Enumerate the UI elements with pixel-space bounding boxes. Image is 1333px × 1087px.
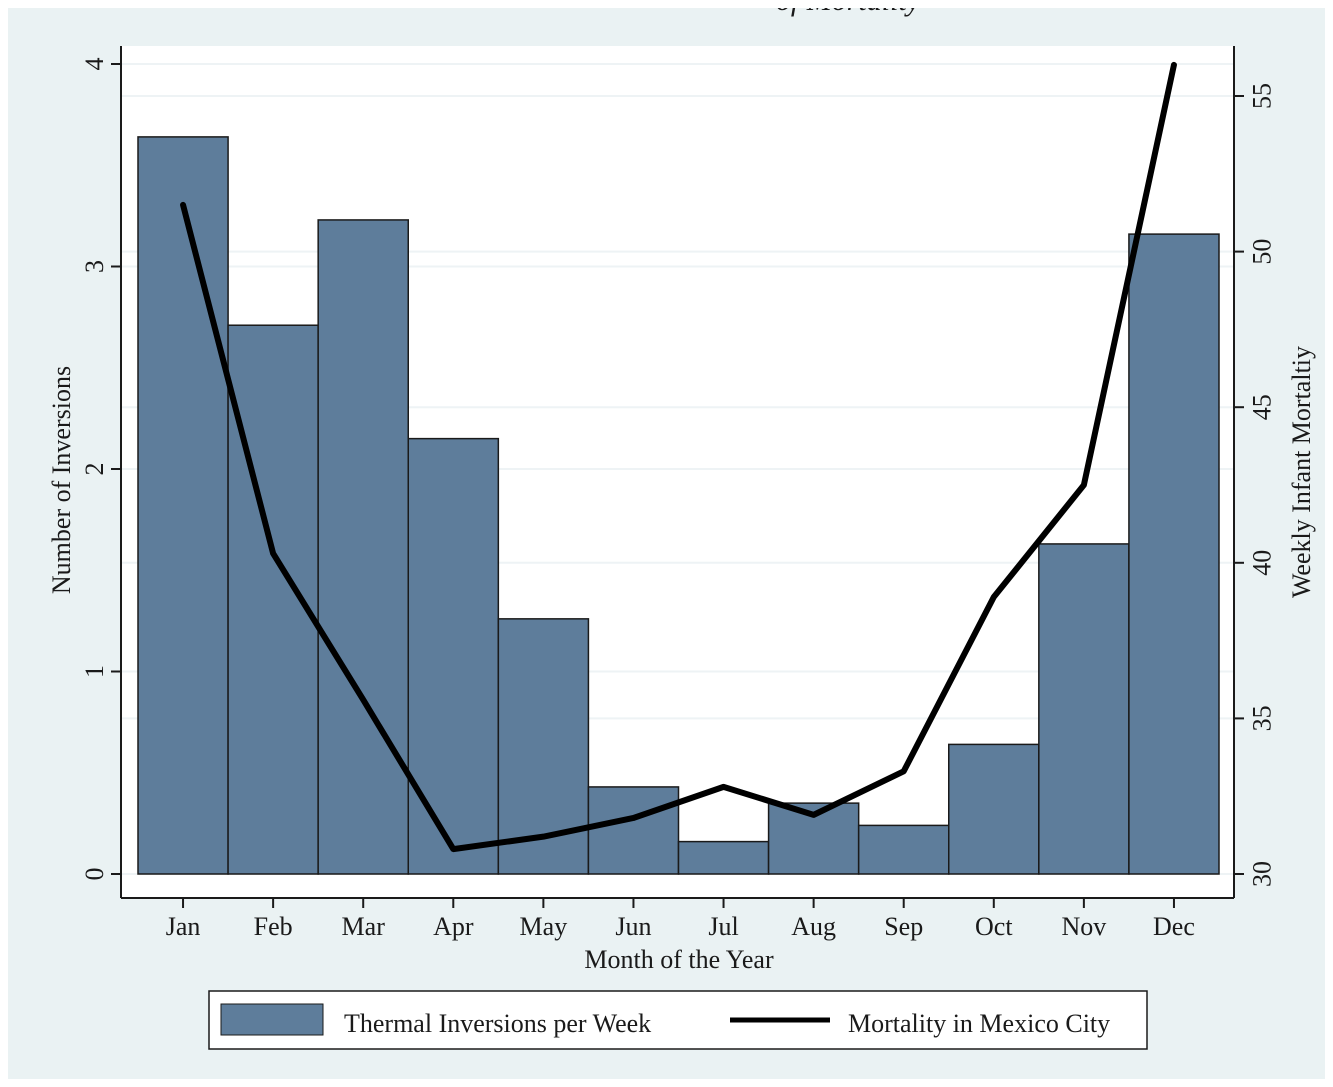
legend-line-label: Mortality in Mexico City [848,1009,1110,1038]
x-tick-label-jun: Jun [615,912,651,941]
y-right-tick-label-30: 30 [1247,861,1276,887]
bar-sep [857,824,950,875]
y-left-tick-label-2: 2 [80,463,109,476]
legend-box [208,990,1148,1050]
y-left-tick-label-4: 4 [80,58,109,71]
bar-oct [948,743,1040,875]
x-tick-label-dec: Dec [1153,912,1195,941]
x-tick-label-feb: Feb [254,912,293,941]
x-tick-label-oct: Oct [975,912,1013,941]
bar-jul [677,840,770,875]
bar-mar [317,219,409,875]
y-right-tick-label-50: 50 [1247,239,1276,265]
bar-nov [1038,543,1130,875]
line-series [180,61,1177,853]
legend-bar-label: Thermal Inversions per Week [344,1009,651,1038]
legend-bar-swatch [220,1003,324,1036]
x-tick-label-may: May [520,912,568,941]
top-caption: of Mortality [776,8,921,17]
y-right-tick-label-40: 40 [1247,550,1276,576]
bar-jan [137,136,229,875]
x-axis-title: Month of the Year [584,945,774,974]
y-right-tick-label-45: 45 [1247,394,1276,420]
legend: Thermal Inversions per Week Mortality in… [208,990,1148,1050]
y-left-tick-label-0: 0 [80,868,109,881]
y-right-tick-label-55: 55 [1247,83,1276,109]
bar-series [137,136,1220,875]
x-tick-label-nov: Nov [1061,912,1106,941]
bar-apr [407,437,500,875]
y-left-tick-label-3: 3 [80,260,109,273]
bar-dec [1128,233,1220,875]
x-tick-label-jul: Jul [708,912,738,941]
y-axis-left-title: Number of Inversions [47,366,76,594]
x-tick-label-aug: Aug [791,912,836,941]
chart-svg: of Mortality 0 1 2 3 4 30 35 40 45 50 55 Jan Feb Mar A… [47,8,1316,1050]
x-tick-label-apr: Apr [433,912,474,941]
x-tick-label-sep: Sep [884,912,923,941]
y-axis-right-title: Weekly Infant Mortaltiy [1287,346,1316,598]
axes: 0 1 2 3 4 30 35 40 45 50 55 Jan Feb Mar Apr May Jun Jul Au… [80,46,1276,941]
y-left-tick-label-1: 1 [80,665,109,678]
x-tick-label-mar: Mar [342,912,386,941]
chart-frame: of Mortality 0 1 2 3 4 30 35 40 45 50 55 Jan Feb Mar A… [8,8,1325,1079]
bar-jun [587,786,680,875]
y-right-tick-label-35: 35 [1247,705,1276,731]
x-tick-label-jan: Jan [166,912,201,941]
mortality-line [180,61,1177,853]
